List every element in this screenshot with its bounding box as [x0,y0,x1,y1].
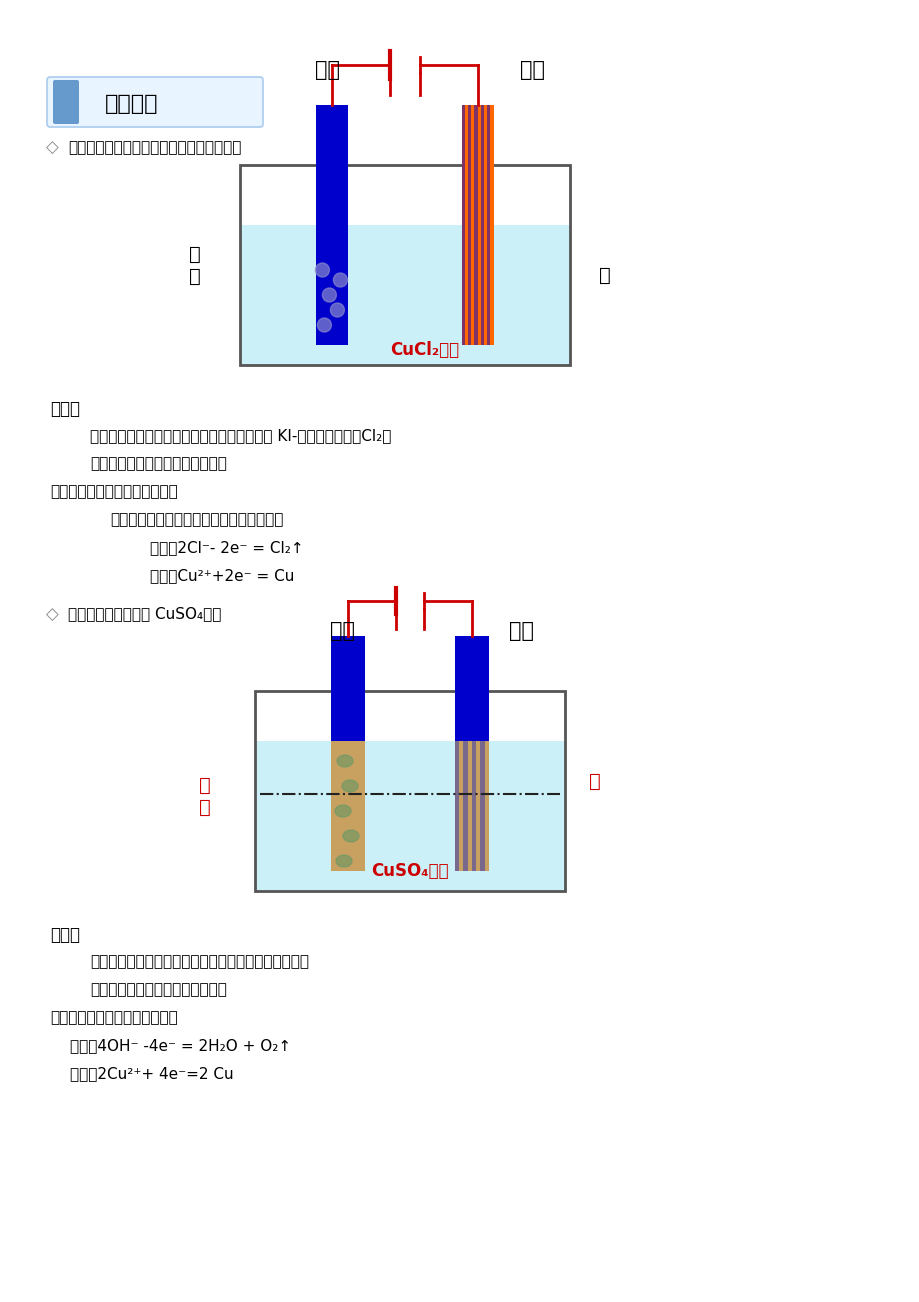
Bar [474,105,477,345]
Circle shape [330,303,344,316]
Bar [240,225,570,365]
Text: 阳极: 阳极 [314,60,339,79]
Text: 现象：: 现象： [50,926,80,944]
Bar [455,635,489,741]
Text: 阳极：有无色气泡产生，产生气体可使带火星木条复燃: 阳极：有无色气泡产生，产生气体可使带火星木条复燃 [90,954,309,969]
Text: 氧
气: 氧 气 [199,776,210,816]
Text: ◇: ◇ [46,139,59,158]
Text: 铜: 铜 [598,266,610,285]
Text: 判断电极产物并书写电极反应：: 判断电极产物并书写电极反应： [50,484,177,499]
Text: CuCl₂溶液: CuCl₂溶液 [390,341,460,359]
Text: 阳极：有气泡，有刺激性气味，并能使湿润的 KI-淀粉试纸变蓝（Cl₂）: 阳极：有气泡，有刺激性气味，并能使湿润的 KI-淀粉试纸变蓝（Cl₂） [90,428,391,443]
Bar [240,165,570,365]
Bar [255,741,564,891]
FancyBboxPatch shape [53,79,79,124]
Text: 阳极：4OH⁻ -4e⁻ = 2H₂O + O₂↑: 阳极：4OH⁻ -4e⁻ = 2H₂O + O₂↑ [70,1038,290,1053]
Bar [461,105,464,345]
Bar [481,105,483,345]
Bar [487,105,490,345]
Text: 氯
气: 氯 气 [189,245,200,285]
Ellipse shape [336,755,353,767]
Text: 实验：惰性电极电解 CuSO₄溶液: 实验：惰性电极电解 CuSO₄溶液 [68,605,221,621]
Text: ◇: ◇ [46,605,59,624]
Bar [331,635,365,871]
Bar [480,635,484,871]
Bar [455,635,459,871]
Bar [455,635,489,871]
Ellipse shape [342,780,357,792]
Bar [331,635,365,741]
Text: 实验：用惰性（石墨）电极电解氯化铜溶液: 实验：用惰性（石墨）电极电解氯化铜溶液 [68,141,241,155]
Bar [461,105,494,345]
Bar [471,635,476,871]
Text: 阴极：碳棒上有一层红色的铜析出: 阴极：碳棒上有一层红色的铜析出 [90,982,227,997]
Text: 阳离子移向阴极放电，阴离子移向阳极放电: 阳离子移向阴极放电，阴离子移向阳极放电 [110,512,283,527]
Circle shape [322,288,336,302]
Text: 阴极: 阴极 [519,60,544,79]
Text: 阴极：碳棒上有一层红色的铜析出: 阴极：碳棒上有一层红色的铜析出 [90,456,227,471]
Bar [463,635,467,871]
FancyBboxPatch shape [47,77,263,128]
Text: 阴极: 阴极 [509,621,534,641]
Text: 阴极：2Cu²⁺+ 4e⁻=2 Cu: 阴极：2Cu²⁺+ 4e⁻=2 Cu [70,1066,233,1081]
Bar [255,691,564,891]
Bar [316,105,348,345]
Text: 阴极：Cu²⁺+2e⁻ = Cu: 阴极：Cu²⁺+2e⁻ = Cu [150,568,294,583]
Circle shape [333,273,347,286]
Text: 阳极：2Cl⁻- 2e⁻ = Cl₂↑: 阳极：2Cl⁻- 2e⁻ = Cl₂↑ [150,540,303,555]
Text: 现象：: 现象： [50,400,80,418]
Ellipse shape [335,855,352,867]
Text: 判断电极产物并书写电极反应：: 判断电极产物并书写电极反应： [50,1010,177,1025]
Text: 课堂探究: 课堂探究 [105,94,158,115]
Text: CuSO₄溶液: CuSO₄溶液 [370,862,448,880]
Circle shape [317,318,331,332]
Bar [468,105,471,345]
Text: 阳极: 阳极 [330,621,355,641]
Ellipse shape [343,829,358,842]
Ellipse shape [335,805,351,816]
Circle shape [315,263,329,277]
Text: 铜: 铜 [588,772,600,790]
